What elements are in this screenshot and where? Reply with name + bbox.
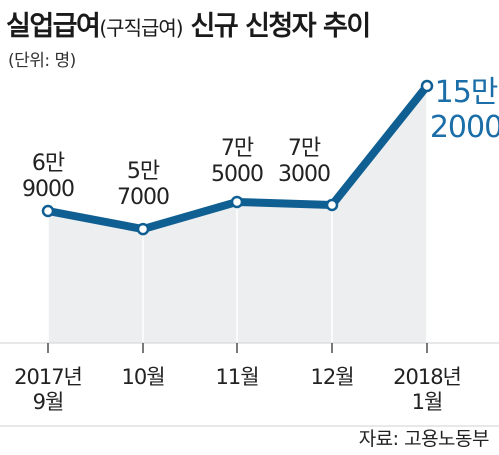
data-point-0 — [41, 204, 55, 218]
data-point-1 — [136, 222, 150, 236]
data-label-3: 7만 3000 — [278, 136, 330, 187]
unit-label: (단위: 명) — [8, 51, 76, 71]
x-tick-label-0: 2017년 9월 — [14, 365, 82, 414]
x-tick-label-line: 2017년 — [14, 365, 82, 389]
x-tick-label-1: 10월 — [121, 365, 164, 389]
data-point-3 — [325, 198, 339, 212]
data-label-line1: 5만 — [127, 159, 160, 184]
data-point-4 — [420, 79, 434, 93]
data-label-line1: 15만 — [435, 75, 498, 110]
x-tick-label-line: 2018년 — [393, 365, 461, 389]
data-label-4: 15만 2000 — [430, 75, 499, 145]
data-label-line1: 6만 — [32, 151, 65, 176]
x-tick-label-line: 11월 — [215, 365, 258, 389]
x-tick-label-line: 9월 — [33, 390, 64, 414]
data-label-line2: 7000 — [117, 185, 169, 210]
title-main: 실업급여 — [6, 11, 101, 42]
data-label-line2: 2000 — [430, 110, 499, 145]
chart-title: 실업급여(구직급여) 신규 신청자 추이 — [6, 4, 371, 43]
x-tick-label-2: 11월 — [215, 365, 258, 389]
data-point-2 — [230, 195, 244, 209]
x-tick-label-line: 12월 — [310, 365, 353, 389]
data-label-line1: 7만 — [221, 136, 254, 161]
x-tick-label-line: 1월 — [412, 390, 443, 414]
data-label-line2: 9000 — [22, 177, 74, 202]
data-label-2: 7만 5000 — [211, 136, 263, 187]
x-tick-label-3: 12월 — [310, 365, 353, 389]
data-label-line2: 5000 — [211, 162, 263, 187]
data-label-0: 6만 9000 — [22, 151, 74, 202]
data-label-line2: 3000 — [278, 162, 330, 187]
title-rest: 신규 신청자 추이 — [182, 11, 371, 42]
source-label: 자료: 고용노동부 — [358, 428, 490, 450]
x-tick-label-line: 10월 — [121, 365, 164, 389]
data-label-line1: 7만 — [288, 136, 321, 161]
data-label-1: 5만 7000 — [117, 159, 169, 210]
title-sub: (구직급여) — [99, 16, 183, 40]
x-tick-label-4: 2018년 1월 — [393, 365, 461, 414]
